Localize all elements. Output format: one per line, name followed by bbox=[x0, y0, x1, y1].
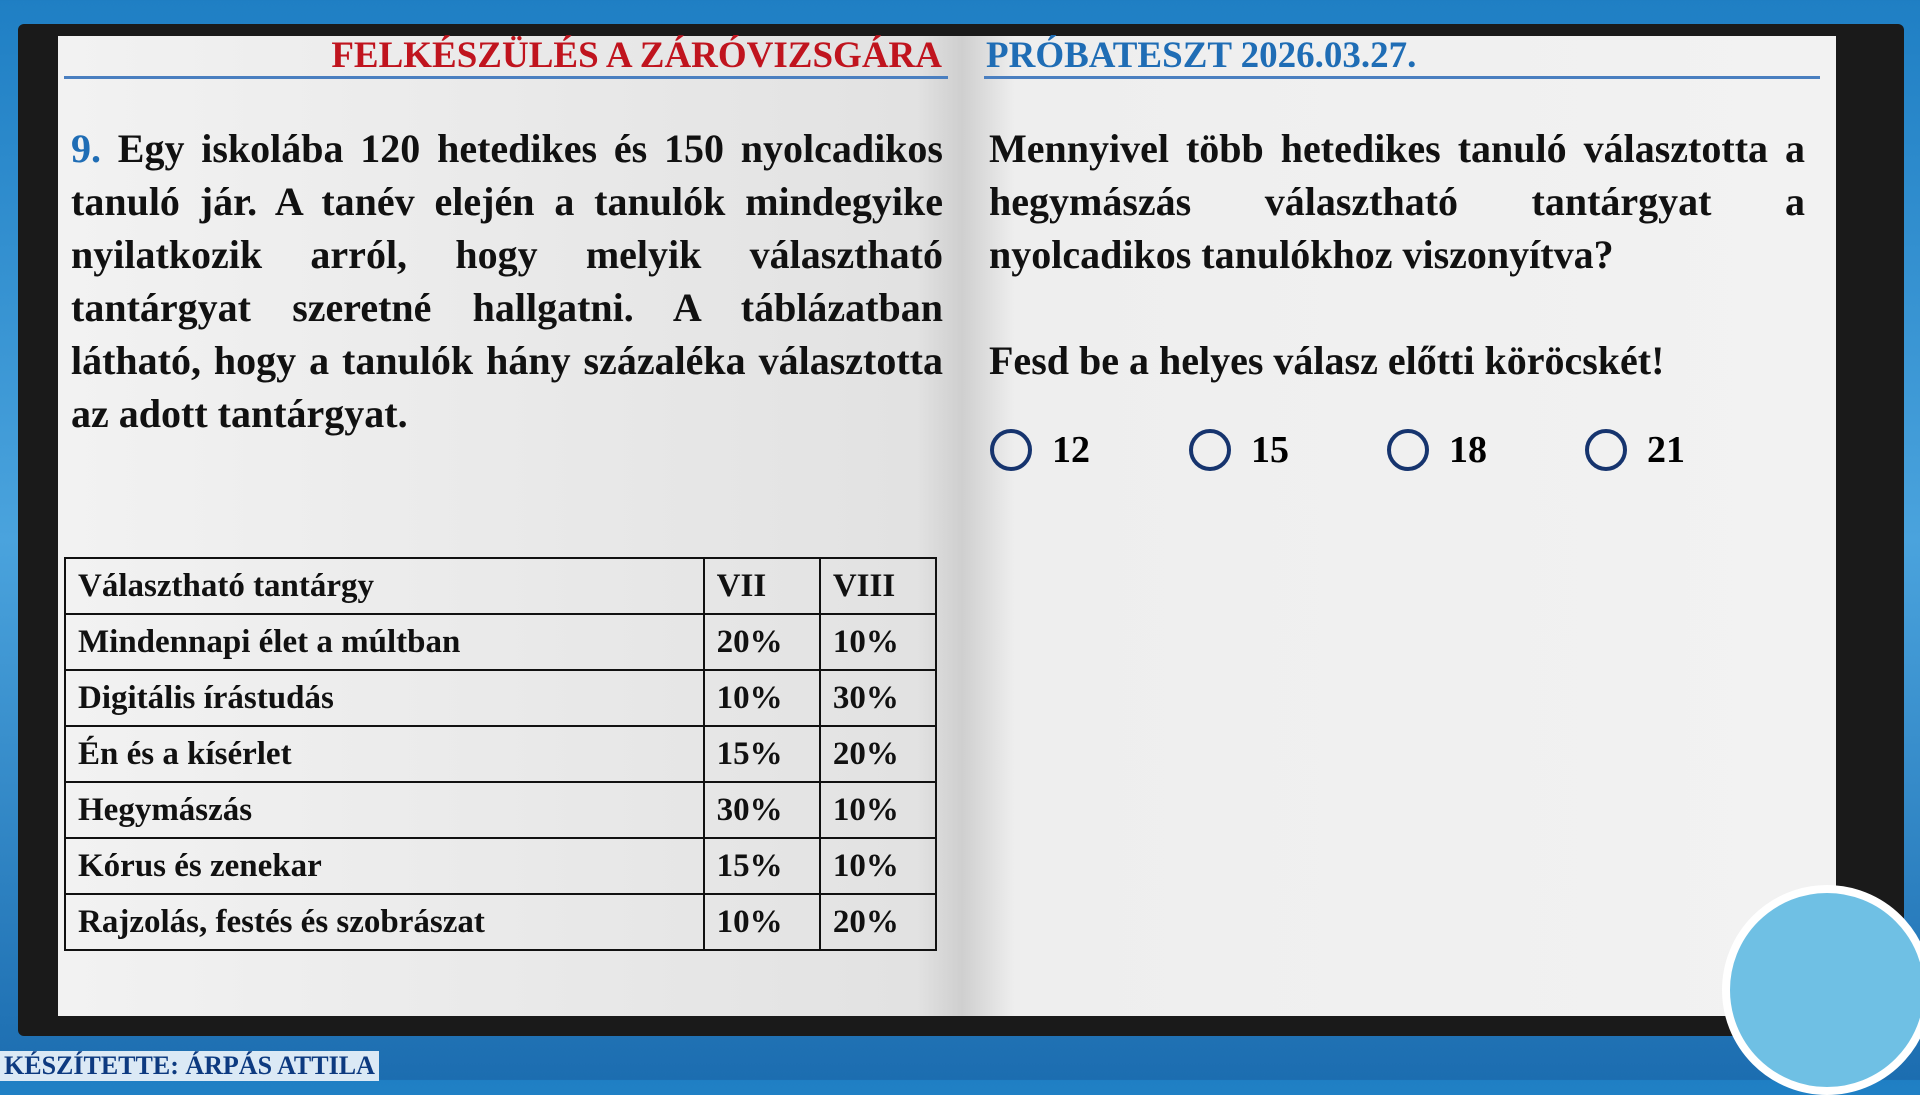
answer-option: 21 bbox=[1585, 428, 1685, 472]
option-label: 15 bbox=[1251, 429, 1289, 471]
instruction: Fesd be a helyes válasz előtti köröcskét… bbox=[989, 338, 1665, 383]
table-cell: 20% bbox=[818, 893, 938, 951]
title-rule bbox=[64, 76, 948, 79]
mascot-avatar bbox=[1722, 885, 1920, 1095]
option-label: 18 bbox=[1449, 429, 1487, 471]
table-cell: 15% bbox=[702, 725, 821, 783]
table-cell: 10% bbox=[702, 893, 821, 951]
left-title: FELKÉSZÜLÉS A ZÁRÓVIZSGÁRA bbox=[331, 35, 942, 76]
table-row: Mindennapi élet a múltban 20% 10% bbox=[64, 613, 938, 671]
table-cell: 30% bbox=[702, 781, 821, 839]
table-cell: Én és a kísérlet bbox=[64, 725, 705, 783]
right-title: PRÓBATESZT 2026.03.27. bbox=[986, 35, 1417, 76]
problem-number: 9. bbox=[71, 126, 101, 171]
table-cell: 20% bbox=[818, 725, 938, 783]
answer-option: 18 bbox=[1387, 428, 1487, 472]
header-cell: VIII bbox=[818, 557, 938, 615]
answer-option: 12 bbox=[990, 428, 1090, 472]
option-circle[interactable] bbox=[990, 429, 1032, 471]
header-cell: Választható tantárgy bbox=[64, 557, 705, 615]
table-row: Hegymászás 30% 10% bbox=[64, 781, 938, 839]
problem-body: Egy iskolába 120 hetedikes és 150 nyolca… bbox=[71, 126, 943, 436]
right-page bbox=[962, 36, 1836, 1016]
footer-author: KÉSZÍTETTE: ÁRPÁS ATTILA bbox=[0, 1051, 379, 1081]
option-circle[interactable] bbox=[1585, 429, 1627, 471]
table-cell: Rajzolás, festés és szobrászat bbox=[64, 893, 705, 951]
table-row: Kórus és zenekar 15% 10% bbox=[64, 837, 938, 895]
table-cell: 30% bbox=[818, 669, 938, 727]
table-cell: 15% bbox=[702, 837, 821, 895]
option-circle[interactable] bbox=[1387, 429, 1429, 471]
table-cell: Mindennapi élet a múltban bbox=[64, 613, 705, 671]
answer-option: 15 bbox=[1189, 428, 1289, 472]
table-row: Én és a kísérlet 15% 20% bbox=[64, 725, 938, 783]
table-row: Digitális írástudás 10% 30% bbox=[64, 669, 938, 727]
problem-text: 9. Egy iskolába 120 hetedikes és 150 nyo… bbox=[71, 122, 943, 440]
question: Mennyivel több hetedikes tanuló választo… bbox=[989, 126, 1805, 277]
option-label: 12 bbox=[1052, 429, 1090, 471]
table-cell: Kórus és zenekar bbox=[64, 837, 705, 895]
table-cell: 10% bbox=[818, 613, 938, 671]
option-label: 21 bbox=[1647, 429, 1685, 471]
table-cell: 20% bbox=[702, 613, 821, 671]
table-cell: 10% bbox=[818, 837, 938, 895]
header-cell: VII bbox=[702, 557, 821, 615]
table-header-row: Választható tantárgy VII VIII bbox=[64, 557, 938, 615]
table-cell: 10% bbox=[702, 669, 821, 727]
table-row: Rajzolás, festés és szobrászat 10% 20% bbox=[64, 893, 938, 951]
title-rule bbox=[984, 76, 1820, 79]
choice-table: Választható tantárgy VII VIII Mindennapi él… bbox=[64, 557, 938, 951]
table-cell: Digitális írástudás bbox=[64, 669, 705, 727]
table-cell: Hegymászás bbox=[64, 781, 705, 839]
option-circle[interactable] bbox=[1189, 429, 1231, 471]
table-cell: 10% bbox=[818, 781, 938, 839]
